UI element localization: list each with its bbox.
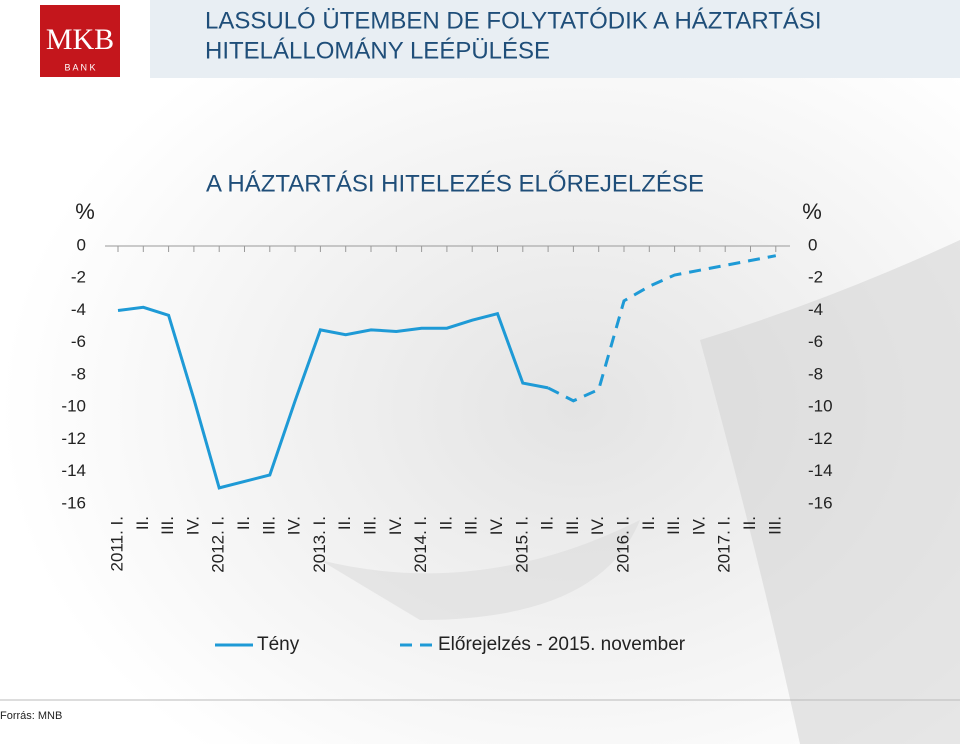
y-tick-label: 0 — [808, 235, 817, 254]
x-tick-label: III. — [765, 516, 784, 535]
y-tick-label: -8 — [71, 364, 86, 383]
y-tick-label: 0 — [77, 235, 86, 254]
x-tick-label: IV. — [386, 516, 405, 535]
x-tick-label: II. — [639, 516, 658, 530]
y-axis-label: % — [75, 199, 95, 224]
slide-title: LASSULÓ ÜTEMBEN DE FOLYTATÓDIK A HÁZTART… — [205, 7, 822, 34]
y-tick-label: -12 — [61, 429, 86, 448]
x-tick-label: III. — [563, 516, 582, 535]
y-tick-label: -14 — [61, 461, 86, 480]
x-tick-label: II. — [436, 516, 455, 530]
x-tick-label: II. — [335, 516, 354, 530]
x-tick-label: IV. — [183, 516, 202, 535]
x-tick-label: 2016. I. — [613, 516, 632, 573]
slide-title: HITELÁLLOMÁNY LEÉPÜLÉSE — [205, 37, 550, 64]
x-tick-label: 2015. I. — [512, 516, 531, 573]
y-tick-label: -14 — [808, 461, 833, 480]
decor-hand — [320, 520, 640, 620]
data-line — [547, 254, 777, 403]
x-tick-label: III. — [360, 516, 379, 535]
y-tick-label: -16 — [61, 493, 86, 512]
y-tick-label: -6 — [808, 332, 823, 351]
y-axis-label: % — [802, 199, 822, 224]
legend-label: Tény — [257, 634, 300, 655]
y-tick-label: -4 — [71, 300, 86, 319]
x-tick-label: II. — [234, 516, 253, 530]
logo — [40, 5, 120, 77]
x-tick-label: 2014. I. — [411, 516, 430, 573]
x-tick-label: IV. — [588, 516, 607, 535]
x-tick-label: III. — [259, 516, 278, 535]
y-tick-label: -10 — [61, 397, 86, 416]
x-tick-label: 2013. I. — [310, 516, 329, 573]
y-tick-label: -16 — [808, 493, 833, 512]
x-tick-label: III. — [462, 516, 481, 535]
x-tick-label: III. — [664, 516, 683, 535]
x-tick-label: 2012. I. — [209, 516, 228, 573]
x-tick-label: IV. — [285, 516, 304, 535]
x-tick-label: II. — [538, 516, 557, 530]
x-tick-label: 2017. I. — [715, 516, 734, 573]
y-tick-label: -12 — [808, 429, 833, 448]
x-tick-label: III. — [158, 516, 177, 535]
header-band — [150, 0, 960, 78]
y-tick-label: -2 — [808, 268, 823, 287]
legend-label: Előrejelzés - 2015. november — [438, 634, 686, 655]
logo-sub: B A N K — [64, 62, 95, 72]
x-tick-label: 2011. I. — [107, 516, 126, 571]
x-tick-label: II. — [133, 516, 152, 530]
source: Forrás: MNB — [0, 710, 62, 722]
x-tick-label: II. — [740, 516, 759, 530]
chart-title: A HÁZTARTÁSI HITELEZÉS ELŐREJELZÉSE — [206, 170, 704, 197]
logo-name: MKB — [46, 23, 114, 56]
y-tick-label: -6 — [71, 332, 86, 351]
y-tick-label: -4 — [808, 300, 823, 319]
data-line — [117, 305, 549, 490]
x-tick-label: IV. — [487, 516, 506, 535]
plot: 0 0 -2 -2 -4 -4 -6 -6 -8 -8 -10 -10 -12 -12 -14 -14 -16 -… — [61, 235, 832, 655]
y-tick-label: -2 — [71, 268, 86, 287]
y-tick-label: -8 — [808, 364, 823, 383]
x-tick-label: IV. — [689, 516, 708, 535]
y-tick-label: -10 — [808, 397, 833, 416]
decor-hand — [700, 240, 960, 744]
